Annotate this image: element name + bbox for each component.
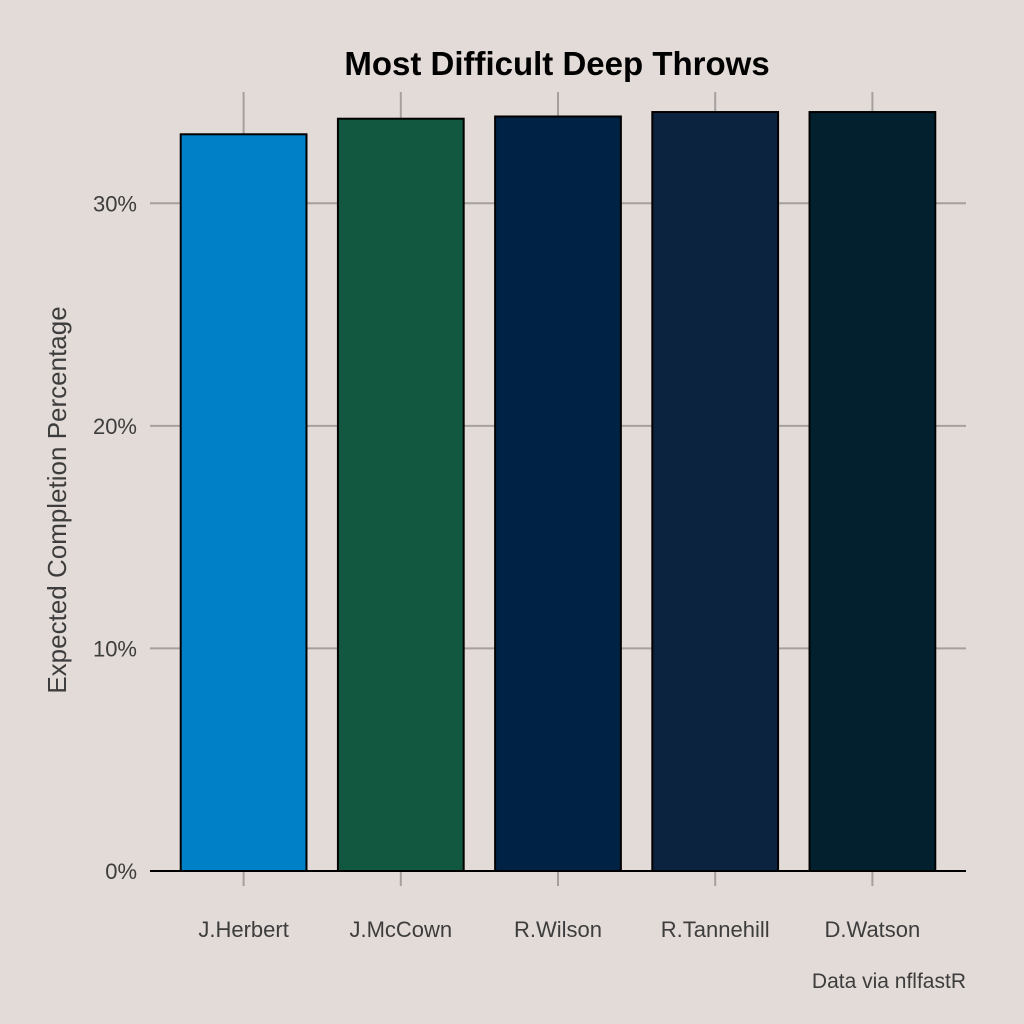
y-axis-label: Expected Completion Percentage xyxy=(42,306,72,693)
x-tick-label: R.Tannehill xyxy=(661,917,770,942)
x-tick-label: J.Herbert xyxy=(198,917,288,942)
y-tick-label: 30% xyxy=(93,191,137,216)
chart-title: Most Difficult Deep Throws xyxy=(344,45,769,82)
bar-layer xyxy=(179,111,937,873)
tick-label-layer: 0% 10% 20% 30% J.Herbert J.McCown R.Wilson R.Ta… xyxy=(93,191,920,942)
bar xyxy=(651,111,780,872)
bar xyxy=(179,133,308,872)
x-tick-label: J.McCown xyxy=(349,917,452,942)
chart-caption: Data via nflfastR xyxy=(812,970,966,993)
bar xyxy=(494,115,622,873)
bar xyxy=(336,117,465,873)
y-tick-label: 0% xyxy=(105,859,137,884)
y-tick-label: 10% xyxy=(93,636,137,661)
y-tick-label: 20% xyxy=(93,414,137,439)
x-tick-label: R.Wilson xyxy=(514,917,602,942)
x-tick-label: D.Watson xyxy=(825,917,921,942)
bar xyxy=(808,111,937,872)
